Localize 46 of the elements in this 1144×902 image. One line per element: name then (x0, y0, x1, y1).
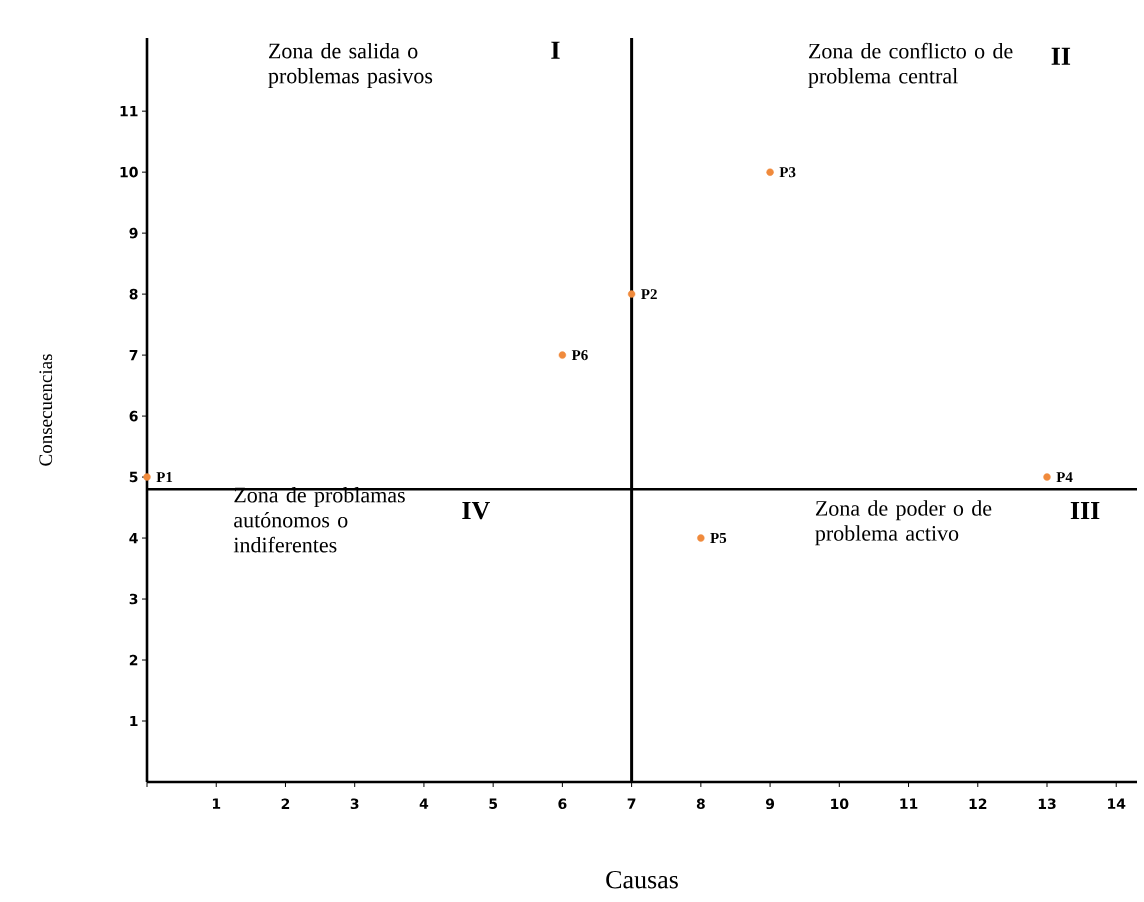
point (766, 168, 774, 176)
annotation: Zona de conflicto o de problema central (808, 42, 1013, 89)
annotation: Zona de salida o problemas pasivos (268, 42, 433, 88)
y-axis-title: Consecuencias (39, 354, 53, 466)
y-tick-label: 1 (130, 715, 138, 727)
y-tick-label: 9 (129, 227, 138, 239)
data-label: P1 (156, 472, 173, 483)
data-label: P4 (1056, 472, 1073, 483)
y-tick-label: 11 (120, 106, 138, 117)
point (1043, 473, 1051, 481)
point (627, 290, 636, 298)
annotation: Zona de poder o de problema activo (815, 500, 992, 546)
y-tick-label: 10 (120, 166, 138, 178)
x-tick-label: 14 (1108, 798, 1126, 809)
annotation: IV (462, 501, 491, 520)
point (697, 534, 705, 542)
x-axis-title: Causas (606, 870, 678, 889)
x-tick-label: 9 (765, 798, 775, 810)
data-label: P6 (571, 350, 588, 361)
x-tick-label: 1 (212, 798, 221, 809)
point (143, 473, 151, 481)
y-tick-label: 5 (129, 471, 138, 483)
y-tick-label: 8 (129, 288, 138, 300)
point (558, 351, 567, 359)
annotation: I (551, 41, 560, 59)
x-tick-label: 4 (419, 798, 429, 809)
x-tick-label: 12 (969, 798, 987, 809)
x-tick-label: 10 (831, 798, 849, 810)
data-label: P5 (710, 533, 727, 544)
x-tick-label: 2 (281, 798, 290, 809)
y-tick-label: 3 (129, 593, 138, 605)
x-tick-label: 11 (900, 798, 918, 809)
x-tick-label: 8 (696, 798, 705, 810)
annotation: III (1070, 502, 1100, 520)
x-tick-label: 7 (627, 798, 636, 809)
y-tick-label: 4 (129, 532, 138, 544)
data-label: P3 (779, 167, 796, 178)
x-tick-label: 5 (489, 798, 498, 809)
y-tick-label: 6 (129, 410, 138, 422)
annotation: II (1051, 47, 1071, 65)
y-tick-label: 2 (129, 654, 138, 666)
y-tick-label: 7 (129, 350, 138, 361)
x-tick-label: 13 (1038, 798, 1056, 810)
x-tick-label: 6 (558, 798, 567, 810)
x-tick-label: 3 (350, 798, 359, 810)
data-label: P2 (641, 289, 657, 300)
